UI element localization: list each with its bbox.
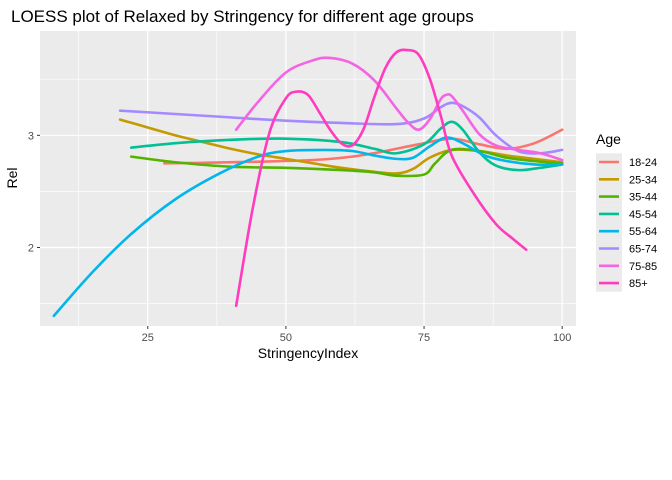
series-line-85+ xyxy=(234,48,528,308)
legend-label: 45-54 xyxy=(629,209,657,221)
x-tick-label: 25 xyxy=(142,332,154,344)
legend-title: Age xyxy=(596,131,621,147)
series-line-65-74 xyxy=(118,101,564,155)
x-tick-label: 100 xyxy=(553,332,571,344)
series-lines xyxy=(52,48,564,318)
legend: Age 18-24 25-34 35-44 45-54 55-64 65-74 75-85 8… xyxy=(596,131,657,292)
grid-major xyxy=(40,31,576,326)
grid-minor xyxy=(40,31,576,326)
x-tick-label: 50 xyxy=(280,332,292,344)
series-line-55-64 xyxy=(52,136,564,318)
legend-label: 25-34 xyxy=(629,174,657,186)
y-tick-label: 3 xyxy=(28,130,34,142)
legend-label: 85+ xyxy=(629,278,648,290)
x-axis-title: StringencyIndex xyxy=(258,345,358,361)
legend-label: 18-24 xyxy=(629,157,657,169)
plot-panel xyxy=(40,31,576,326)
series-line-45-54 xyxy=(129,120,564,172)
legend-label: 75-85 xyxy=(629,261,657,273)
y-axis-ticks: 23 xyxy=(28,130,40,254)
series-line-75-85 xyxy=(234,56,564,162)
y-axis-title: Rel xyxy=(4,167,20,188)
legend-label: 55-64 xyxy=(629,226,657,238)
legend-label: 65-74 xyxy=(629,244,657,256)
x-tick-label: 75 xyxy=(418,332,430,344)
legend-label: 35-44 xyxy=(629,192,657,204)
x-axis-ticks: 25 50 75 100 xyxy=(142,326,571,344)
y-tick-label: 2 xyxy=(28,242,34,254)
chart-title: LOESS plot of Relaxed by Stringency for … xyxy=(11,7,474,26)
